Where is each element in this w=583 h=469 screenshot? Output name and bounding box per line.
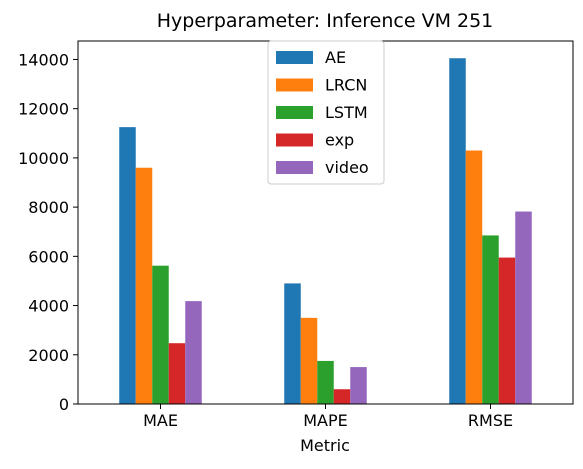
y-tick-label: 10000 <box>18 149 69 168</box>
y-tick-label: 6000 <box>28 247 69 266</box>
bar-lrcn-rmse <box>465 150 483 404</box>
legend: AE LRCN LSTM exp video <box>267 40 385 185</box>
x-axis-label: Metric <box>300 436 350 455</box>
y-tick-label: 14000 <box>18 50 69 69</box>
x-tick-label-rmse: RMSE <box>468 411 513 430</box>
legend-label-lrcn: LRCN <box>325 76 367 95</box>
legend-swatch-ae <box>276 51 313 64</box>
bar-exp-mae <box>168 343 186 404</box>
bar-exp-mape <box>333 389 351 404</box>
x-tick-label-mae: MAE <box>143 411 178 430</box>
bars-group <box>119 58 532 404</box>
bar-lrcn-mae <box>135 167 153 404</box>
legend-swatch-exp <box>276 133 313 147</box>
bar-video-mae <box>185 301 202 404</box>
chart-title: Hyperparameter: Inference VM 251 <box>157 10 494 32</box>
x-tick-label-mape: MAPE <box>303 411 348 430</box>
bar-lrcn-mape <box>300 317 318 404</box>
bar-ae-mape <box>284 283 301 404</box>
y-tick-label: 4000 <box>28 297 69 316</box>
legend-box <box>267 40 385 185</box>
bar-ae-rmse <box>449 58 466 404</box>
legend-label-lstm: LSTM <box>325 103 368 122</box>
bar-lstm-mape <box>317 360 334 404</box>
bar-video-mape <box>350 367 367 404</box>
bar-lstm-mae <box>152 265 169 404</box>
y-tick-label: 0 <box>59 395 69 414</box>
bar-exp-rmse <box>498 257 516 404</box>
x-axis-ticks: MAE MAPE RMSE <box>143 404 513 430</box>
legend-swatch-lstm <box>276 106 313 119</box>
legend-label-exp: exp <box>325 131 354 150</box>
y-tick-label: 2000 <box>28 346 69 365</box>
legend-label-ae: AE <box>325 48 346 67</box>
bar-lstm-rmse <box>482 235 499 404</box>
legend-label-video: video <box>325 158 369 177</box>
legend-swatch-lrcn <box>276 78 313 92</box>
y-tick-label: 12000 <box>18 100 69 119</box>
y-tick-label: 8000 <box>28 198 69 217</box>
legend-swatch-video <box>276 161 313 174</box>
y-axis-ticks: 0 2000 4000 6000 8000 10000 12000 14000 <box>18 50 78 414</box>
bar-ae-mae <box>119 127 136 404</box>
bar-video-rmse <box>515 211 532 404</box>
